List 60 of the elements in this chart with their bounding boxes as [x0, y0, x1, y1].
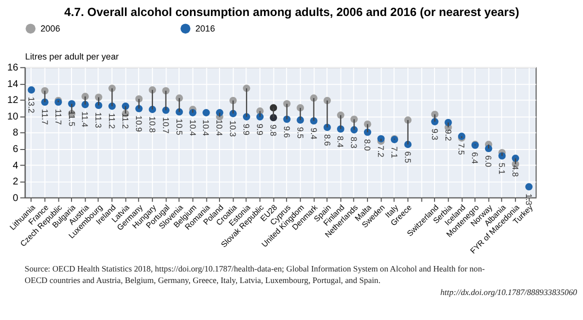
data-label: 10.7: [160, 117, 171, 134]
data-label: 8.6: [322, 134, 332, 146]
data-label: 7.1: [389, 146, 400, 158]
data-label: 11.4: [80, 111, 90, 128]
point: [498, 152, 506, 160]
point: [28, 86, 36, 94]
point: [270, 104, 278, 112]
legend-label: 2016: [195, 24, 216, 34]
point: [283, 100, 291, 108]
data-label: 10.8: [147, 116, 158, 134]
y-tick-label: 6: [12, 144, 19, 155]
data-label: 10.4: [188, 120, 198, 136]
legend-label: 2006: [40, 24, 60, 34]
data-label: 9.3: [430, 128, 440, 141]
data-label: 10.3: [228, 120, 238, 138]
y-tick-label: 12: [7, 95, 18, 106]
data-label: 5.1: [497, 162, 508, 175]
point: [94, 94, 102, 101]
point: [202, 109, 210, 116]
data-label: 4.8: [510, 165, 521, 178]
data-label: 6.0: [484, 155, 494, 168]
point: [377, 135, 385, 142]
data-label: 1.3: [524, 194, 534, 206]
data-label: 8.3: [349, 136, 360, 149]
data-label: 8.4: [336, 136, 346, 148]
data-label: 9.8: [268, 124, 278, 136]
data-label: 6.5: [402, 151, 413, 164]
y-tick-label: 14: [7, 78, 19, 90]
data-label: 10.5: [174, 118, 184, 136]
data-label: 11.7: [40, 109, 50, 126]
point: [135, 105, 143, 112]
data-label: 10.4: [201, 120, 212, 136]
point: [283, 116, 291, 123]
data-label: 11.2: [107, 113, 118, 130]
point: [525, 183, 533, 190]
data-label: 9.9: [242, 124, 252, 136]
data-label: 7.2: [376, 146, 386, 158]
y-tick-label: 2: [12, 176, 18, 188]
data-label: 6.4: [470, 152, 480, 164]
data-label: 11.7: [53, 109, 64, 126]
data-label: 13.2: [26, 96, 36, 114]
y-tick-label: 0: [12, 192, 19, 204]
data-label: 7.5: [456, 143, 467, 156]
data-label: 11.2: [120, 113, 131, 130]
y-tick-label: 16: [7, 62, 19, 74]
y-tick-label: 8: [12, 128, 19, 139]
y-axis-title: Litres per adult per year: [25, 52, 119, 62]
y-tick-label: 4: [12, 160, 19, 172]
data-label: 10.9: [134, 116, 144, 132]
data-label: 9.9: [255, 124, 266, 136]
data-label: 9.6: [282, 126, 292, 138]
data-label: 11.5: [66, 110, 77, 127]
data-label: 9.4: [308, 128, 319, 140]
data-label: 10.4: [214, 120, 225, 136]
y-tick-label: 10: [7, 111, 19, 122]
data-label: 11.3: [94, 112, 104, 128]
data-label: 9.5: [295, 126, 306, 139]
data-label: 9.2: [443, 129, 454, 142]
chart-title: 4.7. Overall alcohol consumption among adults, 2006 and 2016 (or nearest years): [64, 4, 520, 19]
data-label: 8.0: [362, 139, 373, 152]
